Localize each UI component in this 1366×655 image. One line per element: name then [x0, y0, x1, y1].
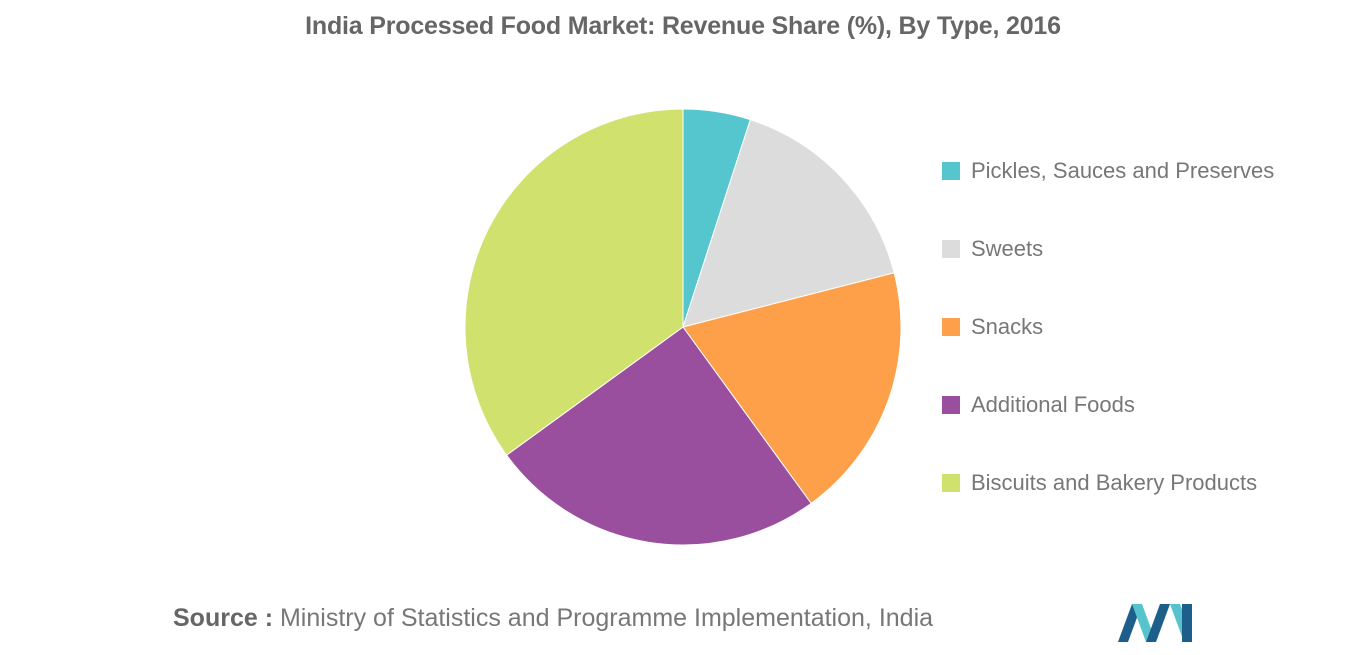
legend-swatch	[942, 240, 960, 258]
logo-right-bar	[1182, 604, 1192, 642]
legend-swatch	[942, 162, 960, 180]
legend-label: Snacks	[971, 314, 1044, 339]
legend-label: Pickles, Sauces and Preserves	[971, 158, 1275, 183]
legend-label: Sweets	[971, 236, 1044, 261]
pie-slice-sweets	[682, 119, 895, 328]
legend-swatch	[942, 318, 960, 336]
legend-label: Biscuits and Bakery Products	[971, 470, 1258, 495]
pie-slice-additional-foods	[505, 326, 812, 546]
logo-middle-bar	[1146, 604, 1170, 642]
legend-label: Additional Foods	[971, 392, 1135, 417]
source-note: Source : Ministry of Statistics and Prog…	[173, 604, 933, 633]
source-text: Ministry of Statistics and Programme Imp…	[279, 604, 934, 632]
source-label: Source :	[173, 604, 274, 632]
pie-slice-biscuits-and-bakery-products	[464, 108, 684, 456]
legend-swatch	[942, 474, 960, 492]
pie-slice-snacks	[682, 272, 902, 505]
brand-logo-icon	[1118, 604, 1192, 642]
legend-swatch	[942, 396, 960, 414]
chart-title: India Processed Food Market: Revenue Sha…	[305, 12, 1061, 40]
